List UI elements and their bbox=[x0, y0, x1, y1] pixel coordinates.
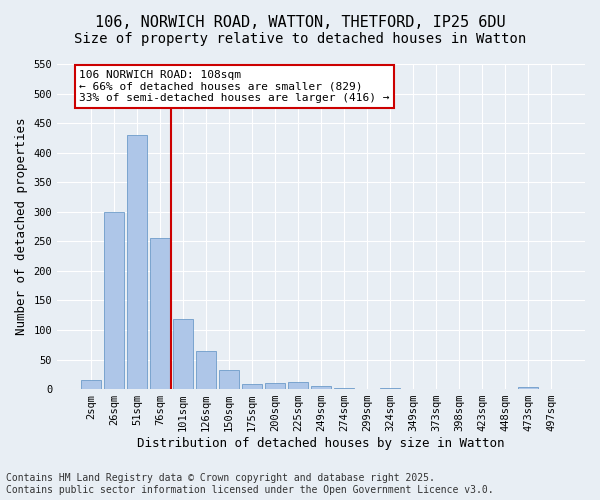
Text: 106, NORWICH ROAD, WATTON, THETFORD, IP25 6DU: 106, NORWICH ROAD, WATTON, THETFORD, IP2… bbox=[95, 15, 505, 30]
X-axis label: Distribution of detached houses by size in Watton: Distribution of detached houses by size … bbox=[137, 437, 505, 450]
Bar bbox=[150, 238, 170, 389]
Text: 106 NORWICH ROAD: 108sqm
← 66% of detached houses are smaller (829)
33% of semi-: 106 NORWICH ROAD: 108sqm ← 66% of detach… bbox=[79, 70, 390, 103]
Bar bbox=[127, 135, 147, 389]
Bar bbox=[219, 370, 239, 389]
Bar bbox=[81, 380, 101, 389]
Bar bbox=[173, 320, 193, 389]
Bar bbox=[104, 212, 124, 389]
Bar bbox=[334, 388, 354, 389]
Bar bbox=[380, 388, 400, 389]
Bar bbox=[196, 350, 216, 389]
Text: Size of property relative to detached houses in Watton: Size of property relative to detached ho… bbox=[74, 32, 526, 46]
Bar bbox=[288, 382, 308, 389]
Bar bbox=[311, 386, 331, 389]
Bar bbox=[265, 382, 285, 389]
Text: Contains HM Land Registry data © Crown copyright and database right 2025.
Contai: Contains HM Land Registry data © Crown c… bbox=[6, 474, 494, 495]
Bar bbox=[518, 386, 538, 389]
Y-axis label: Number of detached properties: Number of detached properties bbox=[15, 118, 28, 336]
Bar bbox=[242, 384, 262, 389]
